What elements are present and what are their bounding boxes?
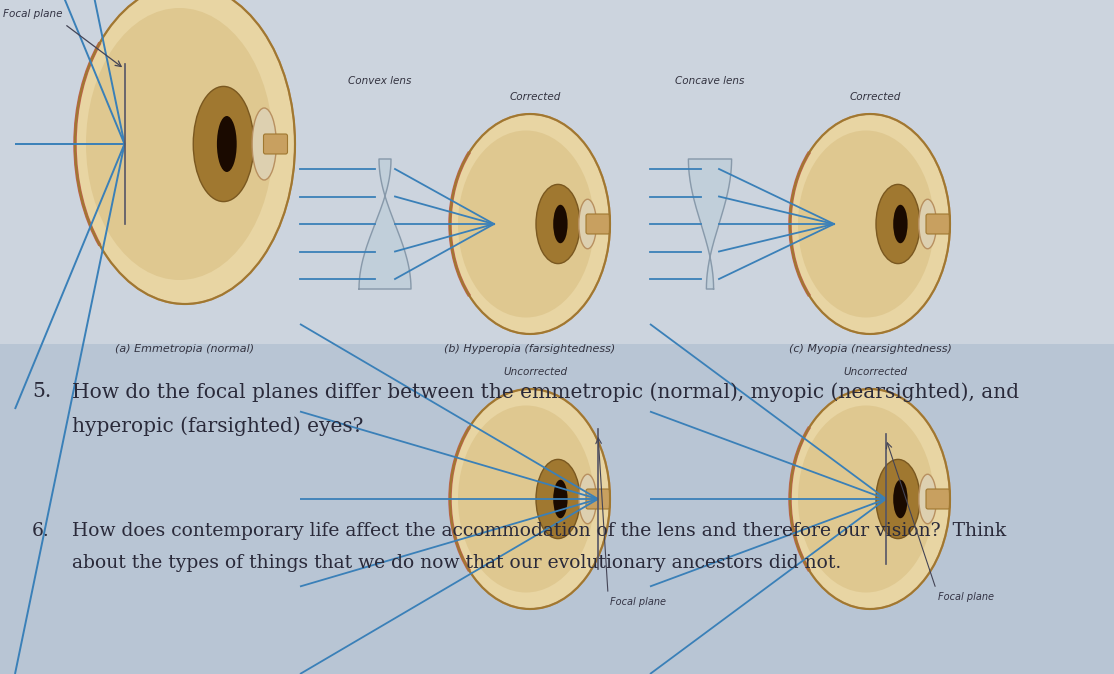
Text: Uncorrected: Uncorrected: [502, 367, 567, 377]
FancyBboxPatch shape: [926, 489, 950, 509]
Text: Corrected: Corrected: [509, 92, 560, 102]
Ellipse shape: [798, 131, 934, 317]
Ellipse shape: [193, 86, 254, 202]
Text: Concave lens: Concave lens: [675, 76, 744, 86]
Text: Focal plane: Focal plane: [938, 592, 994, 602]
Text: about the types of things that we do now that our evolutionary ancestors did not: about the types of things that we do now…: [72, 554, 841, 572]
Ellipse shape: [919, 474, 937, 524]
Text: How do the focal planes differ between the emmetropic (normal), myopic (nearsigh: How do the focal planes differ between t…: [72, 382, 1019, 402]
Text: hyperopic (farsighted) eyes?: hyperopic (farsighted) eyes?: [72, 416, 363, 435]
Ellipse shape: [458, 406, 594, 592]
Ellipse shape: [458, 131, 594, 317]
Ellipse shape: [876, 460, 920, 539]
FancyBboxPatch shape: [264, 134, 287, 154]
FancyBboxPatch shape: [0, 0, 1114, 344]
Ellipse shape: [893, 205, 908, 243]
Polygon shape: [359, 159, 411, 289]
Text: Corrected: Corrected: [849, 92, 901, 102]
Ellipse shape: [876, 185, 920, 264]
Ellipse shape: [86, 8, 273, 280]
Text: Focal plane: Focal plane: [610, 597, 666, 607]
Ellipse shape: [554, 205, 568, 243]
Text: Uncorrected: Uncorrected: [843, 367, 907, 377]
Ellipse shape: [252, 108, 276, 180]
Ellipse shape: [798, 406, 934, 592]
FancyBboxPatch shape: [586, 489, 610, 509]
Ellipse shape: [790, 389, 950, 609]
Ellipse shape: [579, 474, 596, 524]
Ellipse shape: [536, 185, 580, 264]
Ellipse shape: [579, 200, 596, 249]
Ellipse shape: [450, 114, 610, 334]
Ellipse shape: [893, 480, 908, 518]
Text: Focal plane: Focal plane: [3, 9, 62, 19]
FancyBboxPatch shape: [926, 214, 950, 234]
Text: How does contemporary life affect the accommodation of the lens and therefore ou: How does contemporary life affect the ac…: [72, 522, 1006, 540]
Text: 6.: 6.: [32, 522, 50, 540]
Text: (a) Emmetropia (normal): (a) Emmetropia (normal): [116, 344, 255, 354]
Ellipse shape: [536, 460, 580, 539]
Ellipse shape: [450, 389, 610, 609]
FancyBboxPatch shape: [586, 214, 610, 234]
Ellipse shape: [217, 116, 236, 172]
Text: Convex lens: Convex lens: [349, 76, 412, 86]
FancyBboxPatch shape: [0, 344, 1114, 674]
Ellipse shape: [790, 114, 950, 334]
Ellipse shape: [919, 200, 937, 249]
Polygon shape: [688, 159, 732, 289]
Text: (c) Myopia (nearsightedness): (c) Myopia (nearsightedness): [789, 344, 951, 354]
Text: (b) Hyperopia (farsightedness): (b) Hyperopia (farsightedness): [444, 344, 616, 354]
Ellipse shape: [75, 0, 295, 304]
Text: 5.: 5.: [32, 382, 51, 401]
Ellipse shape: [554, 480, 568, 518]
